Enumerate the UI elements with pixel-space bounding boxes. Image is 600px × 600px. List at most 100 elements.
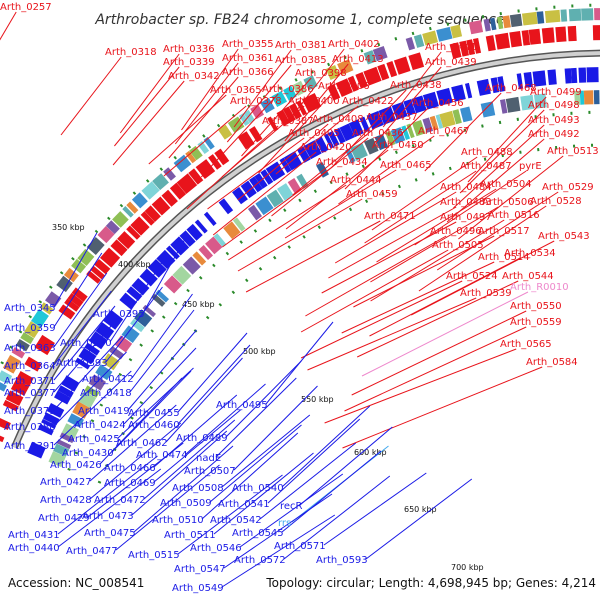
feature-block (459, 40, 470, 57)
leader-line (436, 191, 559, 271)
gene-label: Arth_0515 (128, 550, 180, 561)
feature-block (189, 145, 203, 161)
gene-label: Arth_0506 (482, 197, 534, 208)
gene-label: Arth_0516 (488, 210, 540, 221)
gene-label: Arth_0542 (210, 515, 262, 526)
gene-label: Arth_0418 (80, 388, 132, 399)
feature-block (533, 93, 547, 109)
leader-line (223, 493, 333, 569)
feature-block (86, 270, 101, 284)
feature-block (0, 382, 7, 392)
leader-line (53, 317, 119, 393)
leader-line (275, 105, 359, 175)
feature-block (141, 181, 160, 200)
leader-line (323, 472, 427, 546)
gene-label: Arth_0450 (372, 140, 424, 151)
leader-line (53, 351, 127, 427)
feature-block (71, 287, 88, 302)
leader-line (53, 252, 103, 328)
feature-block (99, 247, 121, 268)
leader-line (284, 63, 349, 142)
leader-line (364, 170, 477, 244)
feature-block (64, 298, 80, 312)
feature-block (339, 123, 355, 142)
leader-line (89, 422, 182, 500)
gene-label: Arth_0413 (332, 54, 384, 65)
feature-block (248, 126, 263, 143)
feature-block (412, 120, 426, 137)
leader-line (307, 297, 477, 371)
leader-line (267, 418, 361, 504)
feature-block (67, 292, 84, 308)
gene-label: Arth_0565 (500, 339, 552, 350)
leader-line (410, 240, 555, 316)
feature-block (217, 124, 233, 140)
feature-block (476, 78, 491, 96)
feature-block (5, 390, 24, 406)
kbp-tick-label: 350 kbp (52, 223, 85, 232)
kbp-tick-label: 550 kbp (301, 395, 334, 404)
gene-label: Arth_0460 (128, 420, 180, 431)
gene-label: Arth_0385 (275, 55, 327, 66)
feature-block (439, 110, 456, 128)
leader-line (344, 326, 527, 412)
feature-block (61, 423, 79, 439)
leader-line (131, 430, 228, 516)
kbp-tick-label: 700 kbp (451, 563, 484, 572)
gene-label: Arth_0405 (288, 128, 340, 139)
leader-line (283, 475, 391, 560)
leader-line (177, 332, 248, 413)
feature-block (170, 236, 190, 256)
gene-label: Arth_0441 (425, 42, 477, 53)
gene-label: Arth_0391 (4, 441, 56, 452)
gene-label: Arth_0393 (56, 358, 108, 369)
feature-block (497, 76, 506, 92)
feature-block (232, 187, 248, 205)
feature-block (516, 73, 524, 89)
feature-block (509, 13, 523, 28)
feature-block (594, 8, 600, 21)
feature-block (144, 205, 161, 222)
gene-label: Arth_0419 (78, 406, 130, 417)
feature-block (250, 104, 265, 120)
gene-label: Arth_0402 (328, 39, 380, 50)
gene-label: Arth_0355 (222, 39, 274, 50)
leader-line (459, 109, 545, 194)
kbp-tick-group: 350 kbp 400 kbp 450 kbp 500 kbp 550 kbp 600 k… (52, 223, 484, 572)
feature-block (130, 318, 145, 333)
gene-label: rrs (278, 518, 291, 529)
leader-line (281, 405, 371, 488)
leader-line (226, 64, 292, 143)
gene-label: Arth_0436 (352, 128, 404, 139)
feature-block (283, 85, 297, 101)
feature-block (579, 90, 585, 105)
leader-line (105, 286, 163, 363)
feature-block (547, 69, 557, 86)
leader-line (233, 49, 292, 128)
feature-block (499, 99, 508, 114)
feature-block (192, 251, 207, 266)
gene-label: Arth_0489 (176, 433, 228, 444)
cds-track-reverse (27, 67, 599, 459)
gene-label: Arth_0584 (526, 357, 578, 368)
feature-block (391, 101, 408, 120)
leader-line (201, 432, 299, 520)
feature-block (283, 151, 303, 171)
leader-line (287, 48, 345, 123)
gene-label: Arth_0359 (4, 323, 56, 334)
feature-block (583, 90, 594, 105)
feature-block (205, 236, 223, 255)
gene-label: Arth_0559 (510, 317, 562, 328)
gene-label: Arth_0361 (222, 53, 274, 64)
gene-label: Arth_0462 (116, 438, 168, 449)
feature-block (452, 109, 462, 125)
feature-block (173, 154, 192, 173)
leader-line (342, 366, 543, 449)
leader-line (258, 90, 335, 174)
leader-line (321, 221, 457, 294)
feature-block (155, 289, 169, 303)
leader-line (131, 293, 193, 379)
leader-line (148, 94, 227, 165)
feature-block (464, 82, 473, 99)
gene-label: Arth_R0010 (510, 282, 569, 293)
